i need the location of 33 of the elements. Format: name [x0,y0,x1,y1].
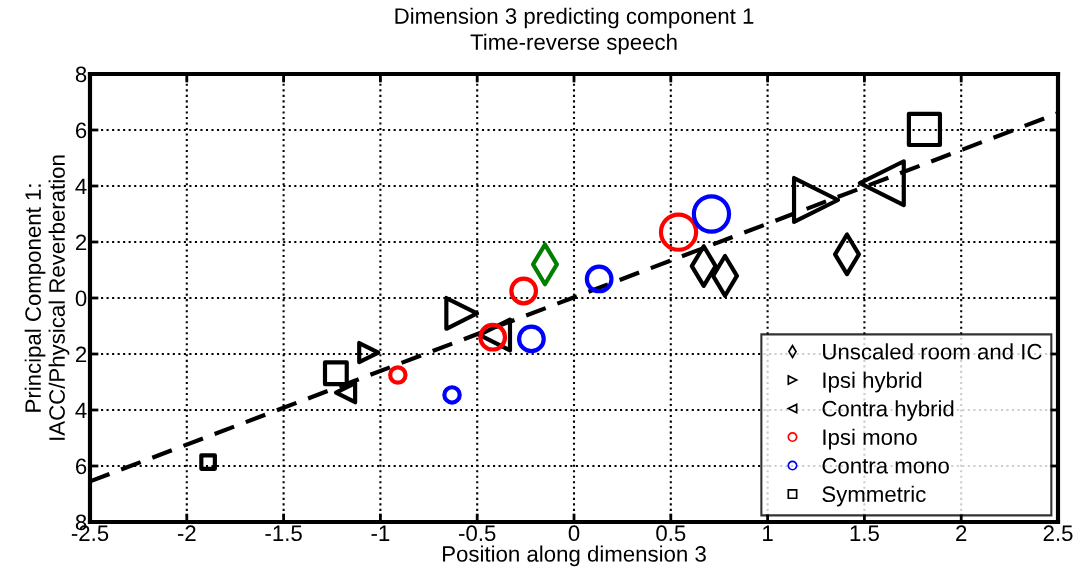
point [517,324,546,354]
x-tick-label: -1.5 [265,525,302,542]
legend-label: Ipsi hybrid [823,371,922,393]
legend-label: Symmetric [822,485,926,507]
point [322,360,349,387]
x-axis-title: Position along dimension 3 [443,545,706,567]
y-tick-label: 6 [75,458,87,475]
y-tick-label: 8 [75,66,87,83]
legend-label: Unscaled room and IC [823,343,1042,360]
chart-subtitle: Time-reverse speech [470,33,677,55]
y-tick-label: 6 [75,122,87,139]
y-tick-label: 4 [75,178,87,195]
x-tick-label: 0 [568,525,580,542]
x-tick-label: 1.5 [850,525,879,542]
legend-label: Contra hybrid [822,400,954,421]
y-tick-label: 0 [75,290,87,307]
legend-label: Contra mono [822,457,949,474]
y-axis-title: Principal Component 1: IACC/Physical Reverberation [24,155,70,440]
x-tick-label: 1 [763,525,773,541]
x-tick-label: -0.5 [459,525,496,542]
x-tick-label: 2.5 [1043,525,1073,542]
y-tick-label: 2 [75,346,87,363]
chart-title: Dimension 3 predicting component 1 [395,7,754,29]
y-tick-label: 4 [75,402,87,419]
x-tick-label: 2 [956,525,967,541]
legend-label: Ipsi mono [823,428,917,450]
y-tick-label: 2 [75,234,87,251]
x-tick-label: -1 [371,525,390,541]
point [584,264,614,294]
x-tick-label: -2 [177,525,196,541]
x-tick-label: 0.5 [656,525,686,542]
point [444,295,480,331]
point [509,276,539,306]
